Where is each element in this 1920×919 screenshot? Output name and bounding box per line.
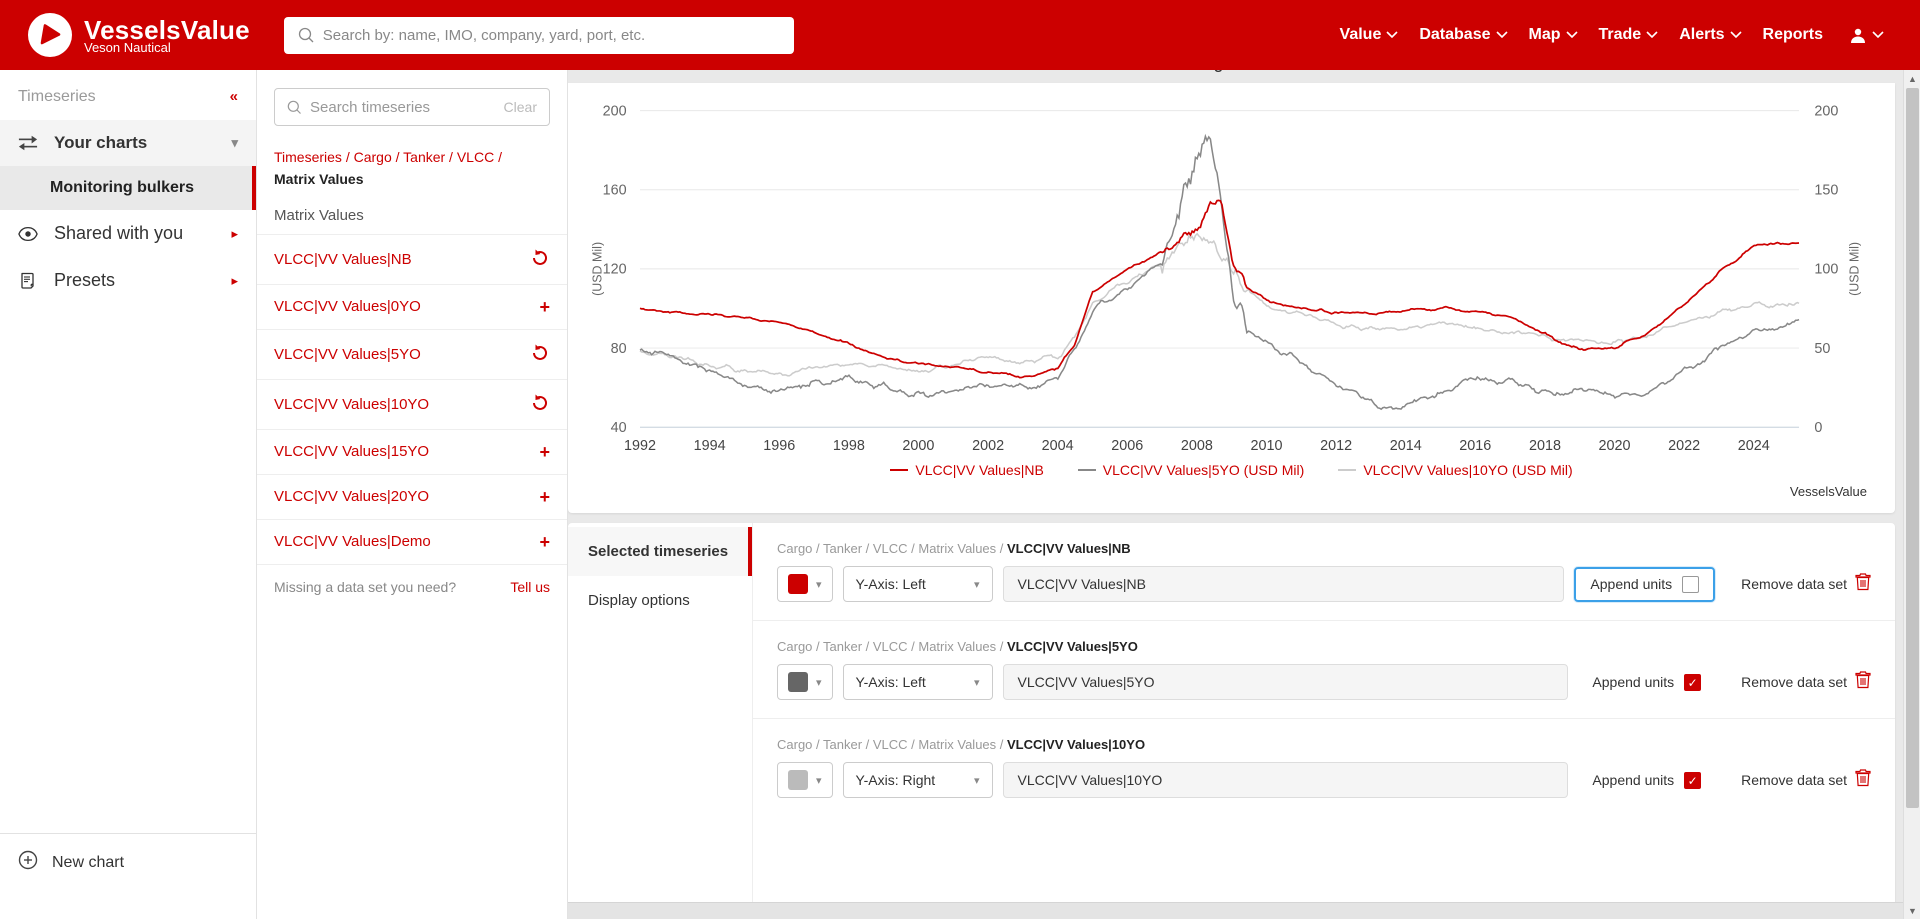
svg-text:200: 200 [603,103,627,119]
svg-text:(USD Mil): (USD Mil) [1848,242,1862,296]
svg-text:2018: 2018 [1529,438,1561,454]
svg-text:2022: 2022 [1668,438,1700,454]
svg-text:2004: 2004 [1042,438,1074,454]
svg-text:2002: 2002 [972,438,1004,454]
svg-text:150: 150 [1814,183,1838,199]
svg-text:2012: 2012 [1320,438,1352,454]
svg-text:1998: 1998 [833,438,865,454]
svg-text:1996: 1996 [763,438,795,454]
svg-text:200: 200 [1814,103,1838,119]
svg-text:80: 80 [611,341,627,357]
svg-text:50: 50 [1814,341,1830,357]
svg-text:2006: 2006 [1111,438,1143,454]
svg-text:1992: 1992 [624,438,656,454]
svg-text:100: 100 [1814,262,1838,278]
svg-text:120: 120 [603,262,627,278]
svg-text:2014: 2014 [1390,438,1422,454]
svg-text:40: 40 [611,420,627,436]
svg-text:2016: 2016 [1459,438,1491,454]
svg-text:2024: 2024 [1738,438,1770,454]
svg-text:1994: 1994 [694,438,726,454]
svg-text:2000: 2000 [902,438,934,454]
svg-text:160: 160 [603,183,627,199]
svg-text:2010: 2010 [1251,438,1283,454]
svg-text:(USD Mil): (USD Mil) [592,242,605,296]
svg-text:2008: 2008 [1181,438,1213,454]
svg-text:2020: 2020 [1599,438,1631,454]
svg-text:0: 0 [1814,420,1822,436]
